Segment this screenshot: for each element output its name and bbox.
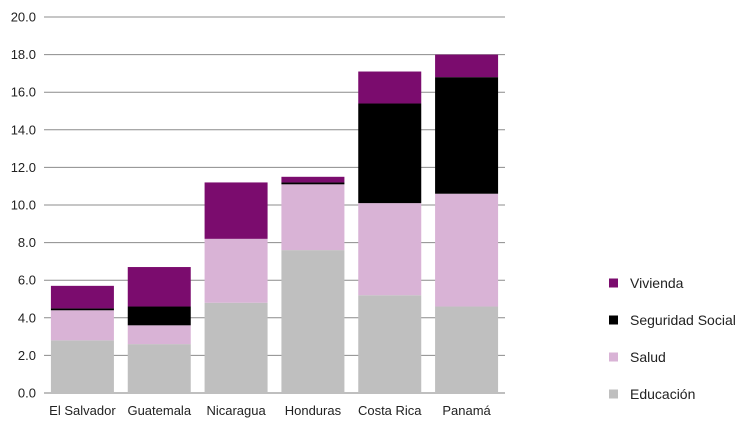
legend-label: Salud (630, 349, 666, 365)
y-tick-label: 4.0 (18, 310, 36, 325)
legend-label: Vivienda (630, 275, 684, 291)
legend-label: Educación (630, 386, 695, 402)
y-tick-label: 2.0 (18, 348, 36, 363)
bar-segment-educación-honduras (281, 250, 345, 393)
x-category-label: Costa Rica (358, 403, 422, 418)
bar-segment-seguridad-social-guatemala (127, 306, 191, 326)
y-tick-label: 12.0 (11, 160, 36, 175)
x-category-label: Nicaragua (206, 403, 266, 418)
bar-segment-seguridad-social-el-salvador (50, 308, 114, 311)
bar-segment-salud-honduras (281, 184, 345, 251)
bar-segment-salud-costa-rica (358, 203, 422, 296)
bar-segment-educación-guatemala (127, 344, 191, 393)
y-tick-label: 20.0 (11, 10, 36, 25)
y-tick-label: 18.0 (11, 47, 36, 62)
bar-segment-salud-panamá (435, 193, 499, 307)
legend-swatch (609, 315, 618, 325)
bar-segment-vivienda-panamá (435, 54, 499, 78)
bar-segment-educación-el-salvador (50, 340, 114, 393)
bar-segment-salud-guatemala (127, 325, 191, 345)
bar-segment-educación-costa-rica (358, 295, 422, 393)
bar-segment-vivienda-guatemala (127, 267, 191, 307)
bar-segment-vivienda-costa-rica (358, 71, 422, 104)
bar-segment-vivienda-honduras (281, 176, 345, 183)
bar-segment-vivienda-nicaragua (204, 182, 268, 239)
legend-swatch (609, 278, 618, 288)
legend: Vivienda Seguridad Social Salud Educación (609, 275, 736, 402)
y-tick-label: 6.0 (18, 273, 36, 288)
legend-label: Seguridad Social (630, 312, 736, 328)
bar-segment-vivienda-el-salvador (50, 285, 114, 309)
x-category-label: El Salvador (49, 403, 116, 418)
y-axis: 0.0 2.0 4.0 6.0 8.0 10.0 12.0 14.0 16.0 18.0 20.0 (11, 10, 36, 401)
legend-swatch (609, 389, 618, 399)
y-tick-label: 10.0 (11, 198, 36, 213)
y-tick-label: 16.0 (11, 85, 36, 100)
gridlines (44, 16, 505, 394)
x-category-label: Honduras (285, 403, 342, 418)
x-category-label: Guatemala (127, 403, 191, 418)
x-category-label: Panamá (442, 403, 491, 418)
y-tick-label: 0.0 (18, 386, 36, 401)
bar-segment-salud-nicaragua (204, 238, 268, 303)
bar-segment-salud-el-salvador (50, 310, 114, 341)
y-tick-label: 14.0 (11, 122, 36, 137)
legend-swatch (609, 352, 618, 362)
x-axis: El Salvador Guatemala Nicaragua Honduras Cos… (49, 403, 491, 418)
bar-segment-seguridad-social-panamá (435, 77, 499, 194)
y-tick-label: 8.0 (18, 235, 36, 250)
bars (50, 54, 499, 393)
bar-segment-seguridad-social-honduras (281, 182, 345, 185)
bar-segment-educación-nicaragua (204, 302, 268, 393)
bar-segment-seguridad-social-costa-rica (358, 103, 422, 204)
bar-segment-educación-panamá (435, 306, 499, 393)
